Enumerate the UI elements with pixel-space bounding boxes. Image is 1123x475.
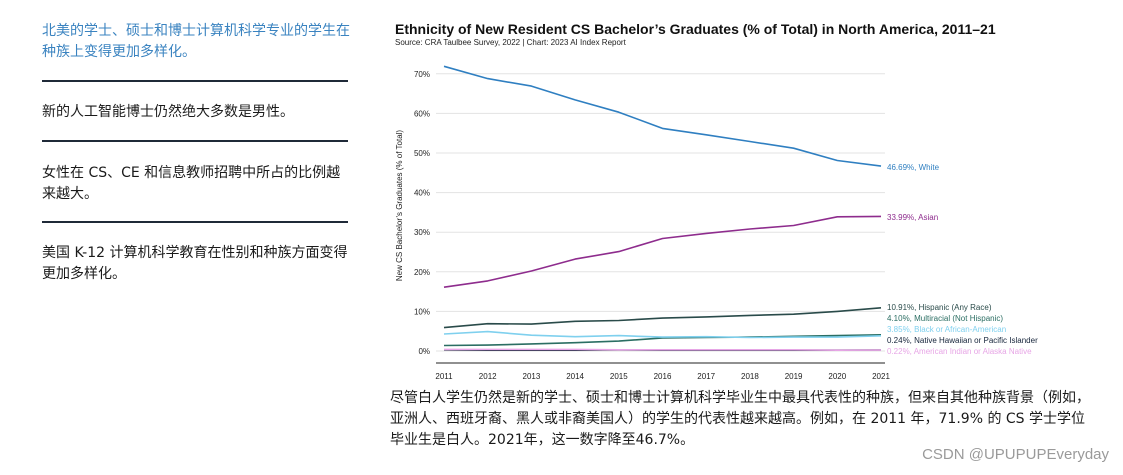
- chart-source: Source: CRA Taulbee Survey, 2022 | Chart…: [395, 38, 626, 47]
- x-tick-label: 2019: [785, 372, 803, 381]
- sidebar-item-women-faculty[interactable]: 女性在 CS、CE 和信息教师招聘中所占的比例越来越大。: [42, 165, 341, 202]
- series-label: 0.22%, American Indian or Alaska Native: [887, 347, 1032, 356]
- series-line: [443, 334, 882, 347]
- series-label: 4.10%, Multiracial (Not Hispanic): [887, 314, 1003, 323]
- sidebar-item-ai-phd[interactable]: 新的人工智能博士仍然绝大多数是男性。: [42, 104, 294, 120]
- x-tick-label: 2020: [828, 372, 846, 381]
- sidebar-divider: [42, 140, 348, 142]
- x-tick-label: 2012: [479, 372, 497, 381]
- sidebar-item-diversity[interactable]: 北美的学士、硕士和博士计算机科学专业的学生在种族上变得更加多样化。: [42, 23, 350, 60]
- chart-title: Ethnicity of New Resident CS Bachelor’s …: [395, 21, 996, 37]
- sidebar-divider: [42, 221, 348, 223]
- series-label: 46.69%, White: [887, 163, 940, 172]
- x-tick-label: 2015: [610, 372, 628, 381]
- y-tick-label: 20%: [414, 268, 430, 277]
- chart: Ethnicity of New Resident CS Bachelor’s …: [390, 18, 1090, 388]
- x-tick-label: 2016: [654, 372, 672, 381]
- series-line: [444, 348, 882, 352]
- series-label: 0.24%, Native Hawaiian or Pacific Island…: [887, 336, 1038, 345]
- x-tick-label: 2018: [741, 372, 759, 381]
- sidebar-item-k12[interactable]: 美国 K-12 计算机科学教育在性别和种族方面变得更加多样化。: [42, 245, 348, 282]
- x-tick-label: 2014: [566, 372, 584, 381]
- series-label: 3.85%, Black or African-American: [887, 325, 1006, 334]
- x-tick-label: 2013: [523, 372, 541, 381]
- y-tick-label: 0%: [418, 347, 430, 356]
- y-tick-label: 30%: [414, 228, 430, 237]
- y-tick-label: 40%: [414, 189, 430, 198]
- y-tick-label: 70%: [414, 70, 430, 79]
- series-label: 33.99%, Asian: [887, 213, 938, 222]
- chart-caption: 尽管白人学生仍然是新的学士、硕士和博士计算机科学毕业生中最具代表性的种族，但来自…: [390, 390, 1090, 448]
- series-label: 10.91%, Hispanic (Any Race): [887, 303, 992, 312]
- line-chart-svg: 0% 10% 20% 30% 40% 50% 60% 70% 2011 2012 2013 2014 2…: [395, 65, 1038, 381]
- series-line: [443, 307, 882, 329]
- x-tick-label: 2017: [697, 372, 715, 381]
- y-tick-label: 60%: [414, 109, 430, 118]
- x-tick-label: 2021: [872, 372, 890, 381]
- y-tick-label: 10%: [414, 307, 430, 316]
- x-tick-label: 2011: [435, 372, 453, 381]
- series-line: [443, 215, 882, 288]
- series-line: [443, 330, 882, 339]
- watermark: CSDN @UPUPUPEveryday: [922, 446, 1109, 463]
- y-tick-label: 50%: [414, 149, 430, 158]
- series-line: [443, 65, 882, 167]
- y-axis-title: New CS Bachelor’s Graduates (% of Total): [395, 130, 404, 282]
- sidebar-divider: [42, 80, 348, 82]
